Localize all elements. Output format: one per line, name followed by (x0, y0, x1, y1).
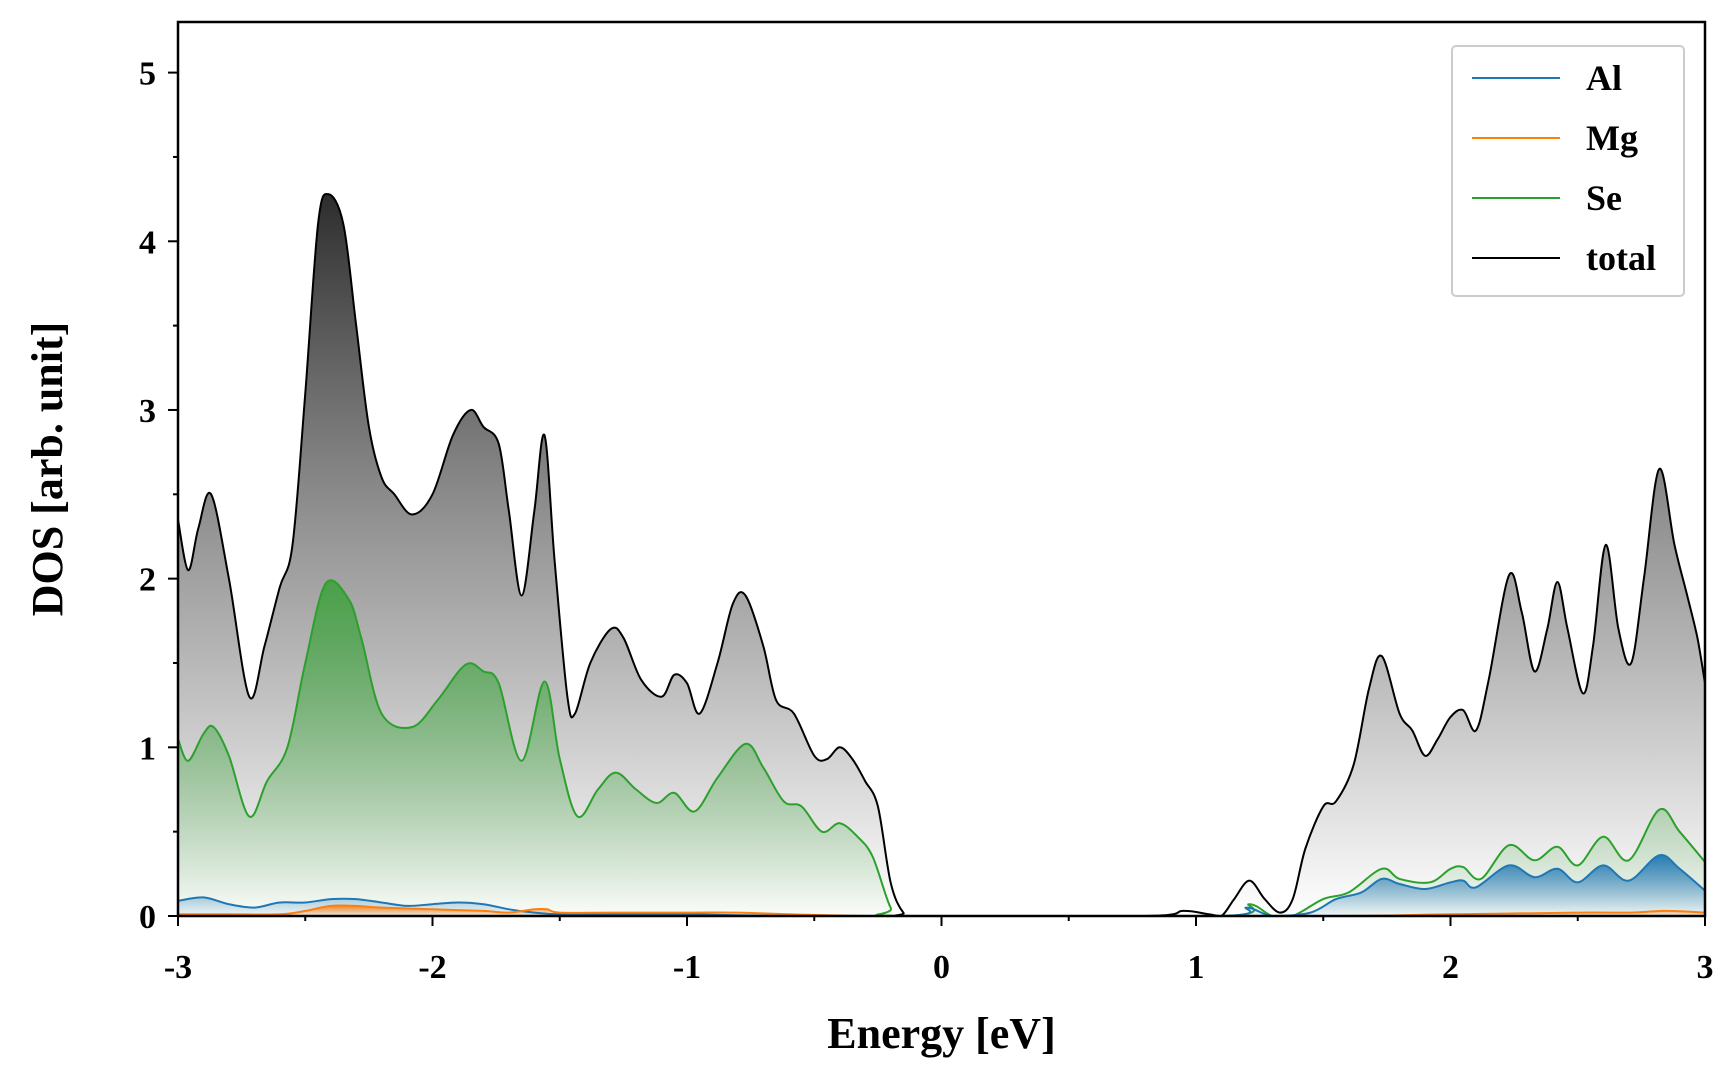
x-tick-label: -2 (418, 949, 446, 986)
x-tick-label: 1 (1188, 949, 1205, 986)
series-line-se (178, 579, 1705, 916)
x-tick-label: 0 (933, 949, 950, 986)
y-axis-label: DOS [arb. unit] (23, 322, 72, 617)
legend-label-al: Al (1586, 58, 1622, 98)
area-fill-se (178, 580, 1705, 916)
legend-label-total: total (1586, 238, 1656, 278)
legend: Al Mg Se total (1451, 45, 1685, 297)
x-tick-label: -1 (673, 949, 701, 986)
y-tick-label: 2 (139, 562, 156, 599)
axis-tick-labels: -3 -2 -1 0 1 2 3 0 1 2 3 4 5 (139, 56, 1714, 986)
y-tick-label: 0 (139, 899, 156, 936)
x-tick-label: -3 (164, 949, 192, 986)
series-line-total (178, 193, 1705, 916)
series-line-al (178, 854, 1705, 916)
legend-label-se: Se (1586, 178, 1622, 218)
y-tick-label: 5 (139, 56, 156, 93)
x-axis-label: Energy [eV] (827, 1009, 1056, 1058)
legend-label-mg: Mg (1586, 118, 1638, 158)
axis-ticks (168, 71, 1706, 926)
area-fill-total (178, 194, 1705, 916)
x-tick-label: 2 (1442, 949, 1459, 986)
legend-box (1451, 45, 1685, 297)
series-lines (178, 193, 1705, 916)
y-tick-label: 3 (139, 393, 156, 430)
series-line-mg (178, 904, 1705, 916)
x-tick-label: 3 (1697, 949, 1714, 986)
y-tick-label: 4 (139, 224, 156, 261)
series-fills (178, 194, 1705, 916)
y-tick-label: 1 (139, 730, 156, 767)
